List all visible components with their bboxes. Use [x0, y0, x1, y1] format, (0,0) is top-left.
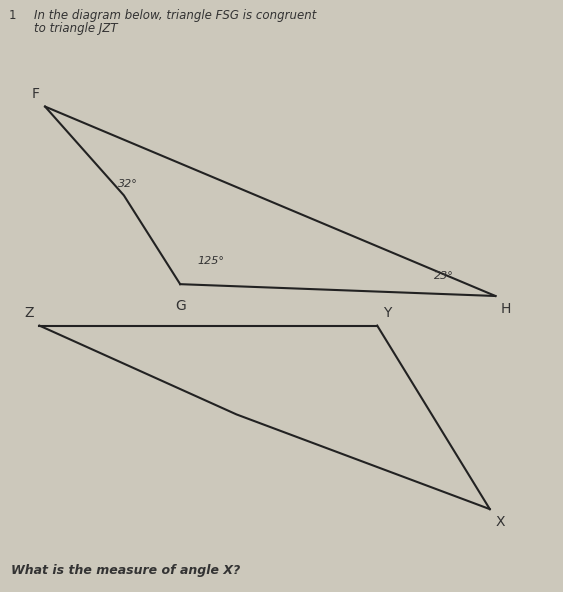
Text: 23°: 23° [434, 271, 453, 281]
Text: 1: 1 [8, 9, 16, 22]
Text: F: F [32, 86, 39, 101]
Text: to triangle JZT: to triangle JZT [34, 22, 117, 35]
Text: X: X [495, 515, 505, 529]
Text: Y: Y [383, 305, 391, 320]
Text: 32°: 32° [118, 179, 138, 189]
Text: What is the measure of angle X?: What is the measure of angle X? [11, 564, 240, 577]
Text: G: G [175, 299, 186, 313]
Text: In the diagram below, triangle FSG is congruent: In the diagram below, triangle FSG is co… [34, 9, 316, 22]
Text: Z: Z [24, 305, 34, 320]
Text: 125°: 125° [197, 256, 224, 266]
Text: H: H [501, 302, 511, 316]
